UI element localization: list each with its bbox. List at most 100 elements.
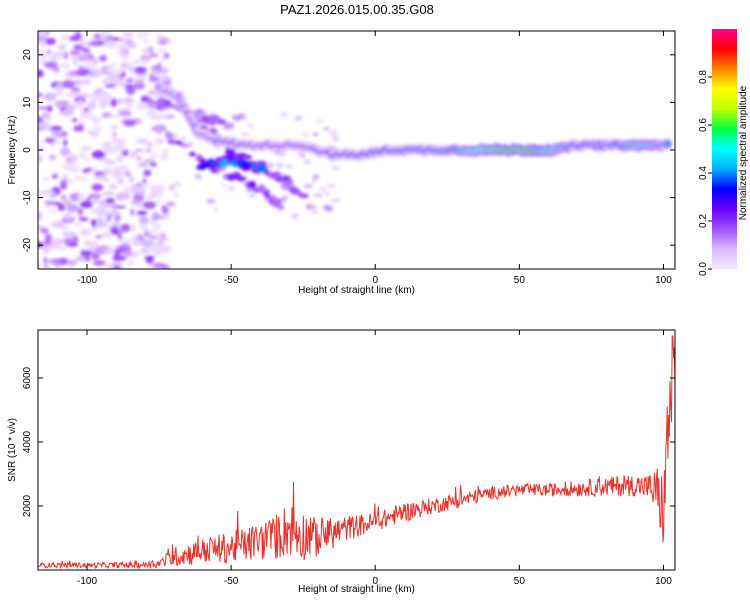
spectrogram-cell — [38, 69, 44, 78]
spectrogram-branch-cell — [179, 143, 188, 148]
spectrogram-cell — [110, 98, 118, 108]
spectrogram-cell — [172, 181, 183, 188]
snr-x-tick-label: 50 — [514, 576, 526, 587]
spectrogram-cell — [159, 245, 171, 253]
spectrogram-cell — [42, 250, 48, 257]
spectrogram-cell — [147, 257, 153, 261]
spectrogram-cell — [108, 183, 118, 191]
spectrogram-cell — [157, 41, 168, 45]
spectrogram-cell — [206, 199, 216, 204]
snr-panel: -100 -50 0 50 100 2000 4000 6000 Height of str… — [7, 329, 676, 595]
spectrogram-cell — [45, 37, 56, 45]
spectrogram-cell — [79, 250, 93, 256]
spectrogram-cell — [294, 117, 302, 121]
spectrogram-cell — [83, 157, 89, 162]
colorbar-tick-label: 0.8 — [698, 70, 709, 84]
spectrogram-cell — [143, 173, 149, 177]
spectrogram-cell — [157, 70, 165, 75]
spectrogram-cell — [132, 185, 147, 194]
spectrogram-cell — [130, 208, 135, 216]
spectrogram-cell — [149, 152, 159, 160]
spectrogram-cell — [43, 264, 50, 269]
spectrogram-cell — [124, 171, 131, 177]
spectrogram-cell — [138, 216, 150, 225]
spectrogram-cell — [323, 127, 330, 131]
spectrogram-cell — [118, 244, 131, 251]
spectrogram-cell — [50, 154, 55, 162]
spectrogram-cell — [39, 49, 46, 53]
colorbar-gradient — [712, 29, 737, 269]
spectrogram-cell — [72, 79, 83, 86]
spectrogram-cell — [147, 46, 154, 55]
spectrogram-cell — [297, 151, 302, 158]
spectrogram-cell — [48, 51, 62, 56]
spectrogram-cell — [39, 228, 49, 234]
spectrogram-branch-cell — [165, 132, 174, 140]
spectrogram-cell — [81, 47, 90, 54]
spectrogram-cell — [91, 219, 97, 227]
spectrogram-y-label: Frequency (Hz) — [7, 116, 18, 185]
spectrogram-cell — [112, 144, 126, 153]
spectrogram-cell — [60, 147, 71, 157]
spectrogram-cell — [38, 116, 44, 125]
spectrogram-cell — [62, 174, 69, 181]
colorbar-ticks: 0.0 0.2 0.4 0.6 0.8 — [698, 70, 712, 276]
spectrogram-cell — [152, 223, 162, 230]
spectrogram-cell — [90, 200, 102, 205]
spectrogram-cell — [90, 209, 98, 214]
spectrogram-cell — [313, 193, 323, 197]
spectrogram-cell — [69, 49, 81, 55]
spectrogram-cell — [96, 219, 108, 228]
spectrogram-cell — [159, 232, 166, 239]
spectrogram-cell — [151, 112, 165, 119]
spectrogram-cell — [307, 205, 318, 209]
spectrogram-cell — [77, 124, 84, 132]
spectrogram-branch-cell — [273, 198, 283, 204]
spectrogram-cell — [81, 79, 92, 85]
spectrogram-cell — [57, 203, 66, 212]
spectrogram-cell — [62, 231, 76, 239]
spectrogram-cell — [41, 189, 56, 196]
spectrogram-cell — [79, 200, 94, 209]
spectrogram-cell — [275, 162, 284, 170]
spectrogram-cell — [57, 141, 62, 145]
spectrogram-branch-cell — [217, 119, 227, 125]
spectrogram-cell — [286, 164, 293, 169]
spectrogram-cell — [127, 105, 132, 110]
spectrogram-cell — [136, 34, 144, 39]
spectrogram-y-tick-label: 0 — [22, 147, 33, 153]
spectrogram-cell — [40, 31, 46, 38]
spectrogram-cell — [149, 53, 159, 58]
spectrogram-cell — [328, 129, 339, 136]
spectrogram-branch-cell — [166, 139, 179, 145]
spectrogram-cell — [147, 244, 161, 254]
spectrogram-cell — [110, 166, 118, 173]
spectrogram-cell — [111, 37, 121, 42]
spectrogram-cell — [84, 107, 89, 112]
spectrogram-cell — [125, 77, 134, 84]
spectrogram-cell — [87, 101, 97, 110]
spectrogram-cell — [303, 183, 313, 189]
spectrogram-cell — [85, 255, 91, 261]
spectrogram-cell — [142, 48, 148, 55]
spectrogram-cell — [166, 201, 176, 207]
spectrogram-cell — [62, 199, 73, 206]
spectrogram-cell — [74, 100, 85, 110]
spectrogram-cell — [64, 75, 73, 80]
spectrogram-cell — [54, 91, 63, 96]
spectrogram-cell — [103, 210, 109, 220]
spectrogram-cell — [90, 132, 99, 137]
spectrogram-branch-cell — [275, 177, 284, 183]
spectrogram-cell — [44, 116, 52, 121]
spectrogram-cell — [324, 205, 334, 212]
spectrogram-cell — [151, 71, 160, 76]
spectrogram-cell — [133, 81, 145, 90]
spectrogram-cell — [146, 195, 156, 199]
spectrogram-cell — [57, 43, 67, 51]
spectrogram-cell — [280, 112, 288, 118]
spectrogram-x-tick-label: -100 — [77, 275, 97, 286]
spectrogram-cell — [325, 184, 336, 188]
spectrogram-cell — [82, 168, 90, 173]
spectrogram-cell — [123, 119, 137, 127]
